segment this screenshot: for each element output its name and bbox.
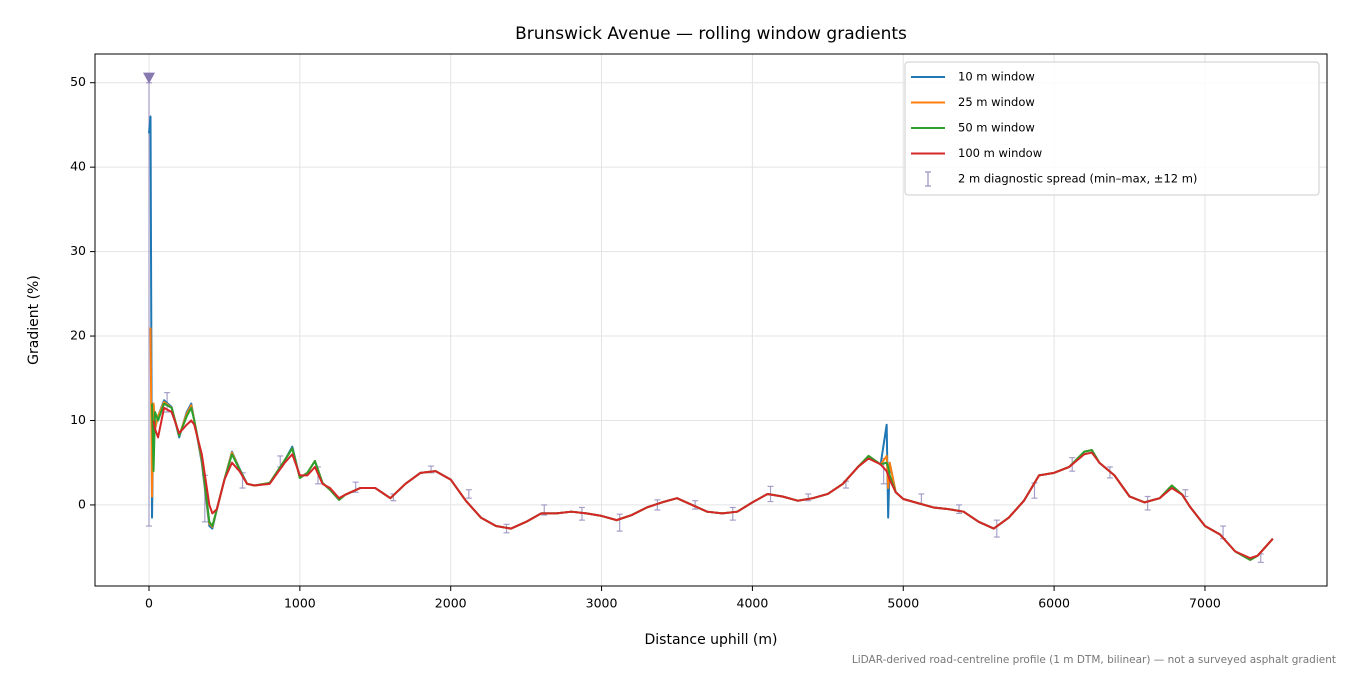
- x-tick-label: 7000: [1189, 596, 1221, 611]
- error-bar: [956, 504, 963, 514]
- legend-box: [904, 61, 1320, 196]
- legend-label: 100 m window: [958, 146, 1042, 160]
- legend-label: 10 m window: [958, 70, 1035, 84]
- chart-title: Brunswick Avenue — rolling window gradie…: [515, 24, 907, 44]
- x-tick-label: 0: [145, 596, 153, 611]
- y-tick-label: 30: [70, 243, 86, 258]
- axes: 0 1000 2000 3000 4000 5000 6000 7000 0 10 20 30 40 50: [70, 74, 1221, 610]
- legend-label: 50 m window: [958, 121, 1035, 135]
- series-line: [152, 406, 1274, 560]
- x-tick-label: 5000: [887, 596, 919, 611]
- y-tick-label: 50: [70, 74, 86, 89]
- error-bar: [729, 506, 736, 521]
- overflow-marker: [143, 72, 156, 84]
- axes-frame: [94, 53, 1328, 587]
- plot-area: [143, 72, 1274, 563]
- x-tick-label: 2000: [435, 596, 467, 611]
- footnote: LiDAR-derived road-centreline profile (1…: [852, 654, 1336, 666]
- legend: 10 m window 25 m window 50 m window 100 m w…: [904, 61, 1320, 196]
- y-tick-label: 0: [78, 496, 86, 511]
- legend-label: 2 m diagnostic spread (min–max, ±12 m): [958, 172, 1197, 186]
- error-bar: [1144, 495, 1151, 511]
- x-tick-label: 3000: [586, 596, 618, 611]
- error-bar: [692, 500, 699, 510]
- y-tick-label: 10: [70, 412, 86, 427]
- x-tick-label: 1000: [284, 596, 316, 611]
- error-bar: [993, 519, 1000, 538]
- error-bar: [616, 513, 623, 532]
- y-tick-label: 20: [70, 328, 86, 343]
- x-axis-label: Distance uphill (m): [645, 632, 778, 648]
- legend-label: 25 m window: [958, 95, 1035, 109]
- x-tick-label: 6000: [1038, 596, 1070, 611]
- error-bar: [465, 489, 472, 499]
- x-tick-label: 4000: [737, 596, 769, 611]
- y-tick-label: 40: [70, 159, 86, 174]
- y-axis-label: Gradient (%): [26, 275, 42, 365]
